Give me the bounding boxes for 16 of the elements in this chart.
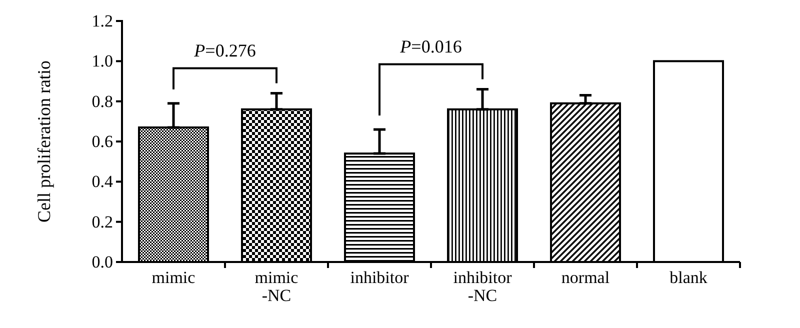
- x-tick-label: blank: [670, 268, 708, 287]
- y-tick-label: 1.2: [92, 11, 113, 30]
- x-tick-label: inhibitor -NC: [453, 268, 512, 305]
- y-tick-label: 0.6: [92, 132, 113, 151]
- annotation: P=0.016: [399, 36, 462, 56]
- x-tick-label: inhibitor: [350, 268, 410, 287]
- x-tick-label: normal: [561, 268, 610, 287]
- y-axis-title: Cell proliferation ratio: [34, 60, 54, 222]
- y-tick-label: 0.8: [92, 92, 113, 111]
- x-tick-label: mimic: [152, 268, 196, 287]
- y-tick-label: 1.0: [92, 52, 113, 71]
- y-tick-label: 0.2: [92, 212, 113, 232]
- annotation: P=0.276: [193, 40, 256, 60]
- y-tick-label: 0.0: [92, 252, 113, 272]
- x-tick-label: mimic -NC: [254, 268, 299, 305]
- y-tick-label: 0.4: [92, 172, 114, 192]
